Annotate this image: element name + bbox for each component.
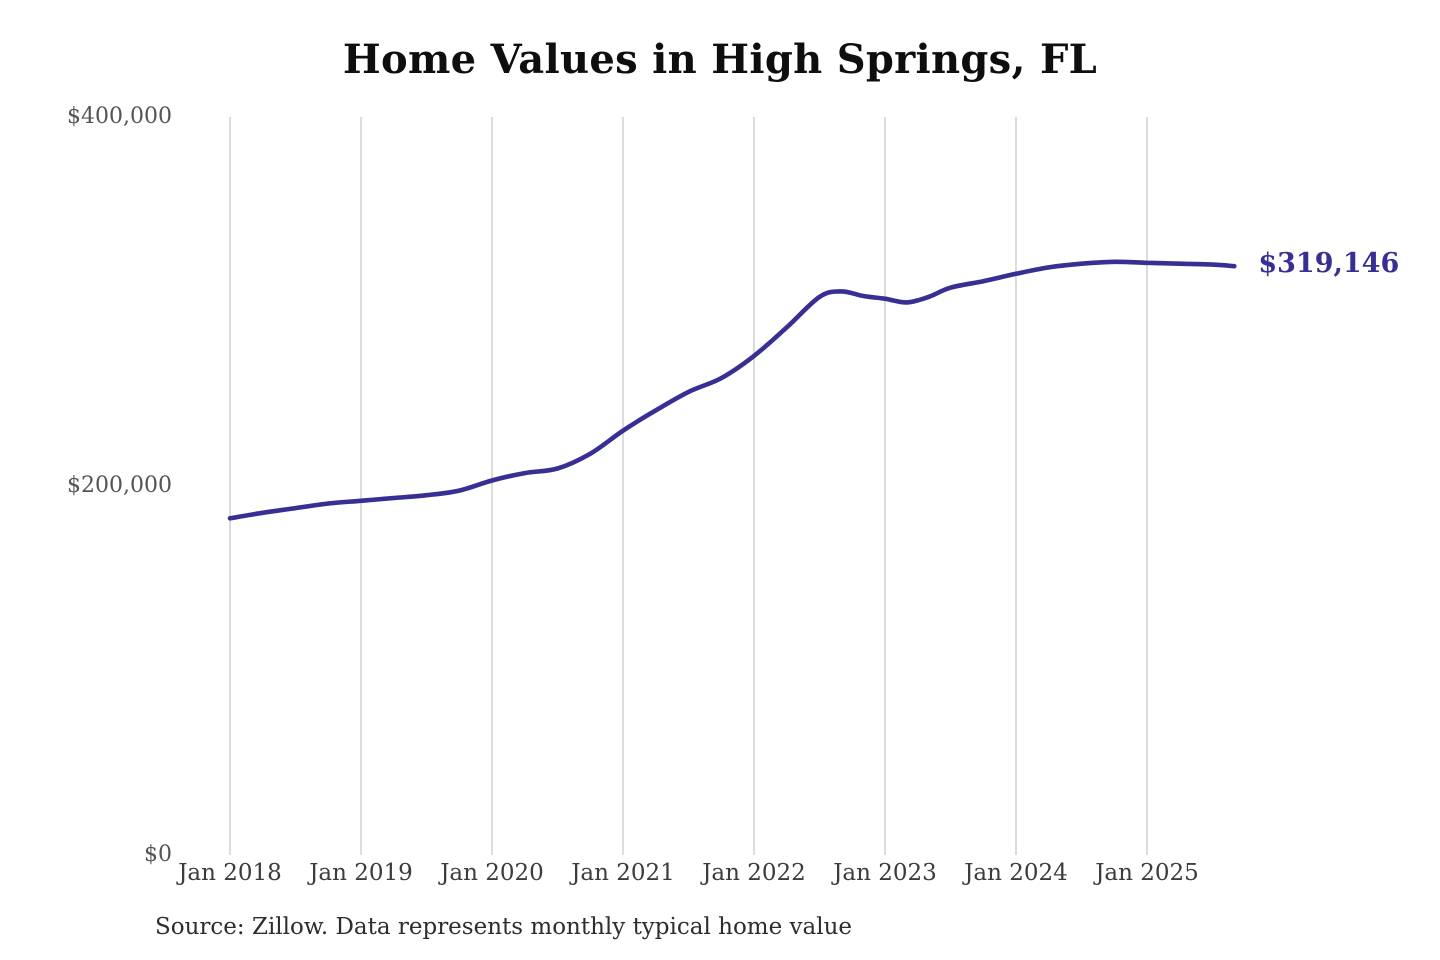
chart-title: Home Values in High Springs, FL — [342, 36, 1098, 83]
x-axis-tick-label-2: Jan 2020 — [440, 860, 544, 886]
home-value-line — [227, 259, 1237, 521]
x-axis-tick-label-5: Jan 2023 — [833, 860, 937, 886]
y-axis-tick-label-1: $200,000 — [67, 473, 172, 498]
x-axis-tick-label-1: Jan 2019 — [309, 860, 413, 886]
x-axis-tick-label-6: Jan 2024 — [964, 860, 1068, 886]
x-axis-tick-label-0: Jan 2018 — [178, 860, 282, 886]
x-axis-tick-label-4: Jan 2022 — [702, 860, 806, 886]
x-axis-tick-label-7: Jan 2025 — [1095, 860, 1199, 886]
y-axis-tick-label-0: $0 — [144, 842, 172, 867]
y-axis-tick-label-2: $400,000 — [67, 104, 172, 129]
x-axis-tick-label-3: Jan 2021 — [571, 860, 675, 886]
end-value-label: $319,146 — [1258, 248, 1400, 280]
source-note: Source: Zillow. Data represents monthly … — [155, 914, 853, 940]
